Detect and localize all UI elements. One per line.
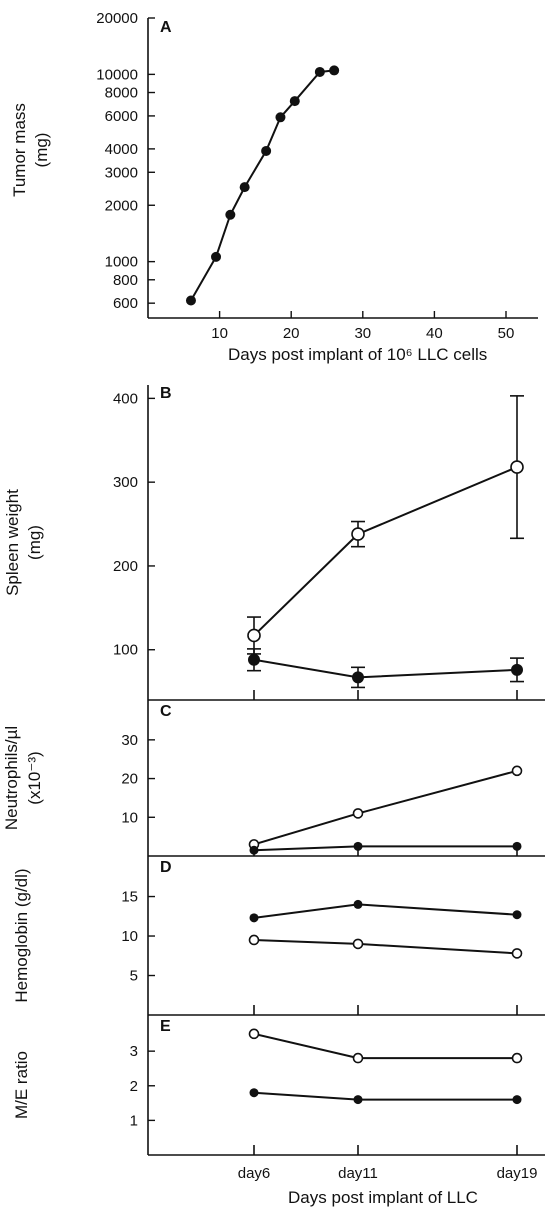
panel-a-y-unit: (mg): [32, 133, 51, 168]
panel-a-x-tick-label: 20: [283, 325, 300, 342]
panel-b-point-filled: [248, 653, 260, 666]
panel-a-y-tick-label: 2000: [105, 197, 138, 214]
panel-e-y-label: M/E ratio: [12, 1051, 31, 1119]
panel-c: 10 20 30 C Neutrophils/µl (x10⁻³): [2, 700, 545, 857]
panel-a-y-tick-label: 10000: [96, 66, 138, 83]
panel-e-point-filled: [353, 1095, 363, 1105]
panel-b-label: B: [160, 385, 172, 402]
panel-a-point: [225, 209, 236, 220]
panel-a-label: A: [160, 19, 172, 36]
panel-c-label: C: [160, 703, 172, 720]
panel-e-y-tick-label: 1: [130, 1112, 138, 1129]
panel-a-y-label: Tumor mass: [10, 103, 29, 197]
panel-b-point-filled: [511, 663, 523, 676]
panel-e-y-tick-label: 2: [130, 1078, 138, 1095]
panel-d-y-tick-label: 15: [121, 889, 138, 906]
panel-e-series-open-line: [253, 1032, 517, 1060]
panel-b-point-open: [510, 460, 524, 474]
panel-d-point-open: [248, 934, 260, 946]
panel-d-series-open-line: [253, 938, 518, 955]
panel-e-point-open: [352, 1052, 364, 1064]
panel-d-point-filled: [249, 913, 259, 923]
panel-a-y-tick-label: 4000: [105, 141, 138, 158]
panel-a-y-tick-label: 20000: [96, 10, 138, 27]
panel-b-series-filled-line: [253, 658, 518, 679]
panel-c-y-tick-label: 30: [121, 732, 138, 749]
panel-e-y-tick-label: 3: [130, 1043, 138, 1060]
panel-d-point-open: [511, 948, 523, 959]
panel-e-point-filled: [249, 1088, 259, 1098]
panel-b-y-tick-label: 300: [113, 474, 138, 491]
bottom-x-axis: day6 day11 day19 Days post implant of LLC: [238, 1165, 538, 1207]
panel-a-point: [239, 182, 250, 193]
panel-d-series-filled-line: [253, 903, 518, 919]
panel-e-label: E: [160, 1018, 171, 1035]
panel-a-point: [211, 251, 222, 262]
panel-b-point-open: [351, 527, 365, 541]
panel-d-y-tick-label: 10: [121, 928, 138, 945]
panel-e-series-filled-line: [253, 1091, 517, 1101]
panel-b-series-open-line: [253, 466, 518, 637]
panel-a-point: [185, 295, 196, 306]
panel-a-x-tick-label: 40: [426, 325, 443, 342]
panel-c-point-filled: [512, 841, 522, 851]
panel-b: 100 200 300 400 B Spleen weight (mg): [3, 385, 545, 701]
panel-c-point-filled: [249, 845, 259, 855]
panel-a-x-tick-label: 50: [498, 325, 515, 342]
x-category-label: day19: [497, 1165, 538, 1182]
panel-e: 1 2 3 E M/E ratio: [12, 1015, 545, 1156]
panel-a-y-tick-label: 1000: [105, 254, 138, 271]
panel-a-point: [261, 145, 272, 156]
panel-c-y-unit: (x10⁻³): [25, 751, 44, 804]
panel-d-y-label: Hemoglobin (g/dl): [12, 868, 31, 1002]
panel-c-y-tick-label: 10: [121, 809, 138, 826]
panel-c-y-label: Neutrophils/µl: [2, 726, 21, 830]
panel-a-point: [275, 112, 286, 123]
panel-a-point: [289, 96, 300, 107]
panel-d-point-filled: [512, 910, 522, 920]
panel-a-x-label: Days post implant of 10⁶ LLC cells: [228, 345, 487, 364]
panel-d-y-tick-label: 5: [130, 968, 138, 985]
panel-d: 5 10 15 D Hemoglobin (g/dl): [12, 856, 545, 1016]
panel-e-point-open: [511, 1052, 523, 1064]
panel-b-y-tick-label: 400: [113, 390, 138, 407]
panel-a-y-tick-label: 600: [113, 295, 138, 312]
panel-e-point-filled: [512, 1095, 522, 1105]
panel-c-point-filled: [353, 841, 363, 851]
panel-b-y-unit: (mg): [25, 525, 44, 560]
panel-a-x-tick-label: 30: [354, 325, 371, 342]
panel-b-y-tick-label: 200: [113, 558, 138, 575]
x-category-label: day11: [338, 1165, 378, 1182]
panel-c-point-open: [511, 765, 523, 777]
bottom-x-label: Days post implant of LLC: [288, 1188, 478, 1207]
panel-d-point-open: [352, 938, 364, 950]
x-category-label: day6: [238, 1165, 271, 1182]
panel-a-y-tick-label: 800: [113, 272, 138, 289]
panel-c-series-open-line: [253, 769, 518, 846]
panel-c-y-tick-label: 20: [121, 771, 138, 788]
panel-a-x-tick-label: 10: [211, 325, 228, 342]
panel-b-point-open: [247, 628, 261, 643]
panel-a-point: [314, 66, 325, 77]
panel-a-y-tick-label: 8000: [105, 85, 138, 102]
panel-d-point-filled: [353, 899, 363, 909]
panel-a-y-tick-label: 6000: [105, 108, 138, 125]
panel-c-point-open: [352, 808, 364, 819]
panel-a-series-line: [190, 69, 335, 302]
panel-c-series-filled-line: [253, 845, 517, 852]
panel-b-y-tick-label: 100: [113, 642, 138, 659]
panel-e-point-open: [248, 1028, 260, 1040]
panel-b-y-label: Spleen weight: [3, 489, 22, 596]
panel-a-point: [329, 65, 340, 76]
panel-b-point-filled: [352, 671, 364, 684]
panel-a-y-tick-label: 3000: [105, 164, 138, 181]
panel-d-label: D: [160, 859, 172, 876]
